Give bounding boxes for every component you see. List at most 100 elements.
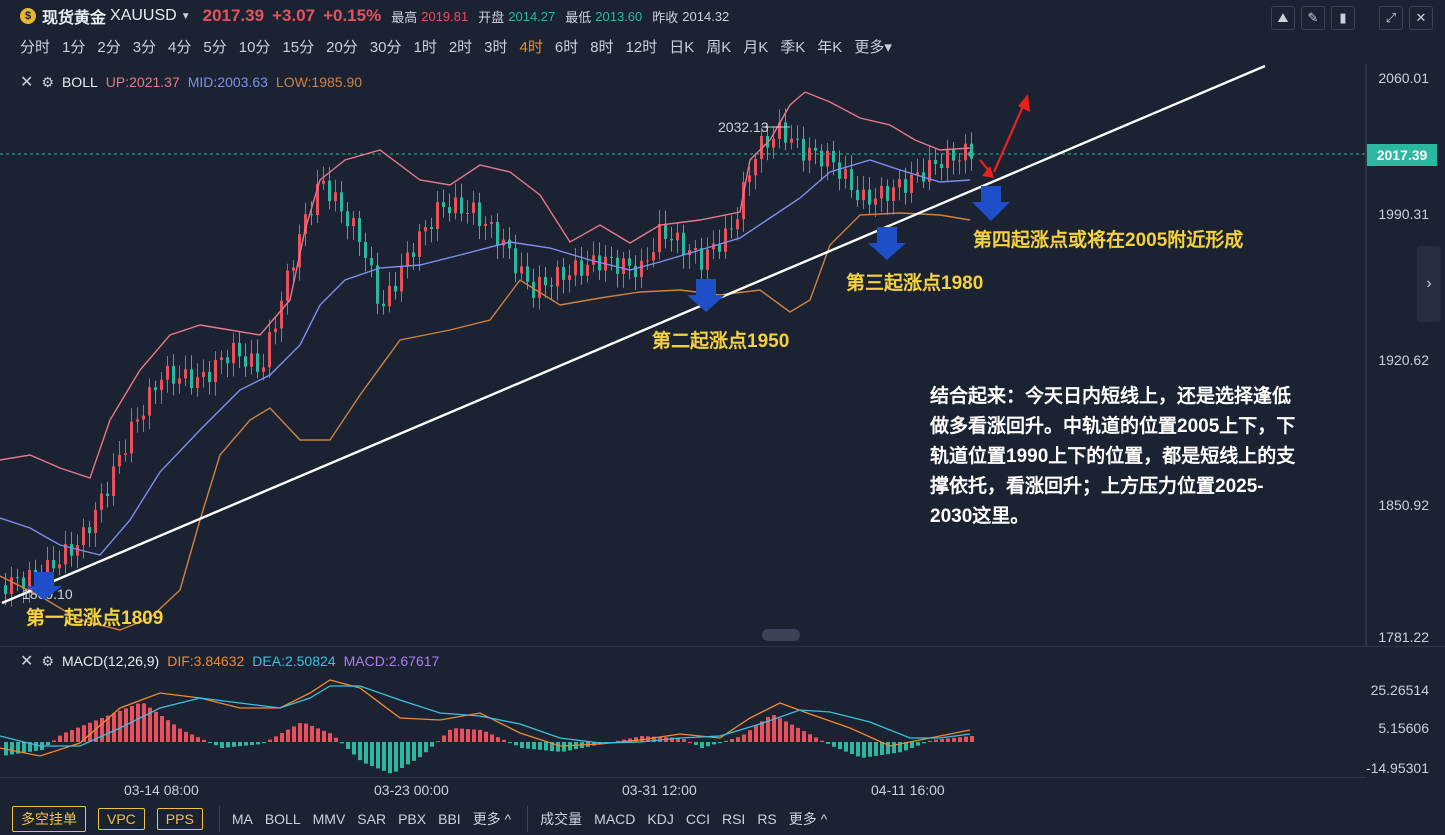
close-icon[interactable]: ✕ <box>1409 6 1433 30</box>
chevron-down-icon[interactable]: ▼ <box>180 10 191 22</box>
boll-mid-value: MID:2003.63 <box>187 74 268 90</box>
fullscreen-icon[interactable]: ⤢ <box>1379 6 1403 30</box>
main-indicator-0[interactable]: MA <box>231 811 253 827</box>
period-0[interactable]: 分时 <box>20 39 51 56</box>
period-9[interactable]: 30分 <box>369 39 402 56</box>
gold-coin-icon: $ <box>20 8 36 24</box>
candlesticks <box>4 108 973 607</box>
gear-icon[interactable]: ⚙ <box>41 652 54 669</box>
main-indicator-3[interactable]: SAR <box>357 811 387 827</box>
price-axis-label: 2060.01 <box>1378 70 1429 86</box>
sub-indicator-2[interactable]: KDJ <box>647 811 674 827</box>
boll-low-value: LOW:1985.90 <box>275 74 363 90</box>
price-axis-label: 1920.62 <box>1378 352 1429 368</box>
boll-legend: ✕ ⚙ BOLL UP:2021.37 MID:2003.63 LOW:1985… <box>20 72 362 92</box>
sub-indicator-3[interactable]: CCI <box>685 811 710 827</box>
open-label: 开盘 <box>478 9 505 25</box>
boll-lower-band <box>0 212 971 631</box>
main-indicator-6[interactable]: 更多 ^ <box>472 811 512 827</box>
boll-upper-band <box>0 91 971 479</box>
red-up-arrow-icon <box>979 94 1030 178</box>
time-axis-label: 03-14 08:00 <box>124 782 199 798</box>
period-22[interactable]: 更多▾ <box>854 39 892 56</box>
time-axis-label: 04-11 16:00 <box>871 782 945 798</box>
symbol-header: $ 现货黄金 XAUUSD ▼ 2017.39 +3.07 +0.15% 最高 … <box>0 0 1445 32</box>
sub-indicator-5[interactable]: RS <box>757 811 777 827</box>
period-2[interactable]: 2分 <box>97 39 121 56</box>
main-indicator-4[interactable]: PBX <box>398 811 427 827</box>
price-axis-label: 1990.31 <box>1378 206 1429 222</box>
period-17[interactable]: 日K <box>669 39 695 56</box>
period-3[interactable]: 3分 <box>132 39 157 56</box>
main-indicator-1[interactable]: BOLL <box>264 811 301 827</box>
period-19[interactable]: 月K <box>743 39 769 56</box>
high-marker-label: 2032.13 <box>718 119 769 135</box>
sub-indicator-6[interactable]: 更多 ^ <box>788 811 828 827</box>
period-1[interactable]: 1分 <box>62 39 86 56</box>
macd-axis-label: -14.95301 <box>1365 760 1429 776</box>
period-14[interactable]: 6时 <box>554 39 579 56</box>
period-20[interactable]: 季K <box>780 39 806 56</box>
bottom-button-0[interactable]: 多空挂单 <box>12 806 86 832</box>
close-icon[interactable]: ✕ <box>20 653 34 670</box>
macd-value: MACD:2.67617 <box>343 653 440 669</box>
annotation-point3: 第三起涨点1980 <box>846 273 984 294</box>
bottom-button-2[interactable]: PPS <box>156 808 203 830</box>
symbol-name[interactable]: 现货黄金 <box>42 10 107 27</box>
time-axis-label: 03-23 00:00 <box>374 782 449 798</box>
period-5[interactable]: 5分 <box>203 39 227 56</box>
macd-axis-label: 25.26514 <box>1370 682 1429 698</box>
draw-pen-icon[interactable]: ✎ <box>1301 6 1325 30</box>
macd-dea-line <box>0 685 971 747</box>
price-change-pct: +0.15% <box>323 6 382 25</box>
current-price-tag: 2017.39 <box>1367 144 1437 166</box>
period-12[interactable]: 3时 <box>484 39 508 56</box>
price-chart[interactable]: 2032.13 1809.10 <box>0 64 1445 647</box>
close-icon[interactable]: ✕ <box>20 74 34 91</box>
analysis-note: 结合起来：今天日内短线上，还是选择逢低做多看涨回升。中轨道的位置2005上下，下… <box>930 386 1296 527</box>
price-change: +3.07 <box>272 6 316 25</box>
annotation-point4: 第四起涨点或将在2005附近形成 <box>973 230 1244 251</box>
period-8[interactable]: 20分 <box>326 39 358 56</box>
arrow-down-icon <box>26 186 1010 600</box>
sub-indicator-0[interactable]: 成交量 <box>540 811 583 827</box>
bottom-button-1[interactable]: VPC <box>98 808 145 830</box>
top-toolbar: ⛰ ✎ ▮ ⤢ ✕ <box>1271 6 1433 30</box>
gear-icon[interactable]: ⚙ <box>41 73 54 90</box>
period-21[interactable]: 年K <box>817 39 843 56</box>
candlestick-icon[interactable]: ▮ <box>1331 6 1355 30</box>
high-value: 2019.81 <box>421 8 469 24</box>
main-indicator-2[interactable]: MMV <box>312 811 346 827</box>
period-selector: 分时 1分 2分 3分 4分 5分 10分 15分 20分 30分 1时 2时 3时 4时 6时 8时 12时日… <box>20 36 904 57</box>
bottom-toolbar: 多空挂单 VPC PPS MA BOLL MMV SAR PBX BBI 更多 ^ 成交量 MACD K… <box>0 803 1445 835</box>
price-axis-label: 1850.92 <box>1378 497 1429 513</box>
macd-dea-value: DEA:2.50824 <box>252 653 336 669</box>
low-label: 最低 <box>565 9 592 25</box>
period-6[interactable]: 10分 <box>238 39 271 56</box>
period-10[interactable]: 1时 <box>413 39 437 56</box>
macd-name: MACD(12,26,9) <box>61 653 160 669</box>
price-axis-label: 1781.22 <box>1378 629 1429 645</box>
period-11[interactable]: 2时 <box>448 39 473 56</box>
chevron-right-icon[interactable]: › <box>1417 246 1441 322</box>
period-15[interactable]: 8时 <box>590 39 614 56</box>
period-13[interactable]: 4时 <box>519 39 543 56</box>
line-chart-icon[interactable]: ⛰ <box>1271 6 1295 30</box>
sub-indicator-4[interactable]: RSI <box>721 811 746 827</box>
boll-up-value: UP:2021.37 <box>105 74 180 90</box>
period-4[interactable]: 4分 <box>168 39 192 56</box>
current-price: 2017.39 <box>202 6 265 25</box>
annotation-point2: 第二起涨点1950 <box>652 331 790 352</box>
period-16[interactable]: 12时 <box>625 39 658 56</box>
macd-axis-label: 5.15606 <box>1378 720 1429 736</box>
macd-chart[interactable] <box>0 648 1366 778</box>
annotation-point1: 第一起涨点1809 <box>26 608 164 629</box>
period-18[interactable]: 周K <box>706 39 732 56</box>
symbol-code[interactable]: XAUUSD <box>110 7 177 24</box>
period-7[interactable]: 15分 <box>282 39 315 56</box>
boll-name: BOLL <box>61 74 98 90</box>
main-indicator-5[interactable]: BBI <box>438 811 461 827</box>
prev-close-value: 2014.32 <box>682 8 730 24</box>
macd-legend: ✕ ⚙ MACD(12,26,9) DIF:3.84632 DEA:2.5082… <box>20 651 439 671</box>
sub-indicator-1[interactable]: MACD <box>594 811 636 827</box>
